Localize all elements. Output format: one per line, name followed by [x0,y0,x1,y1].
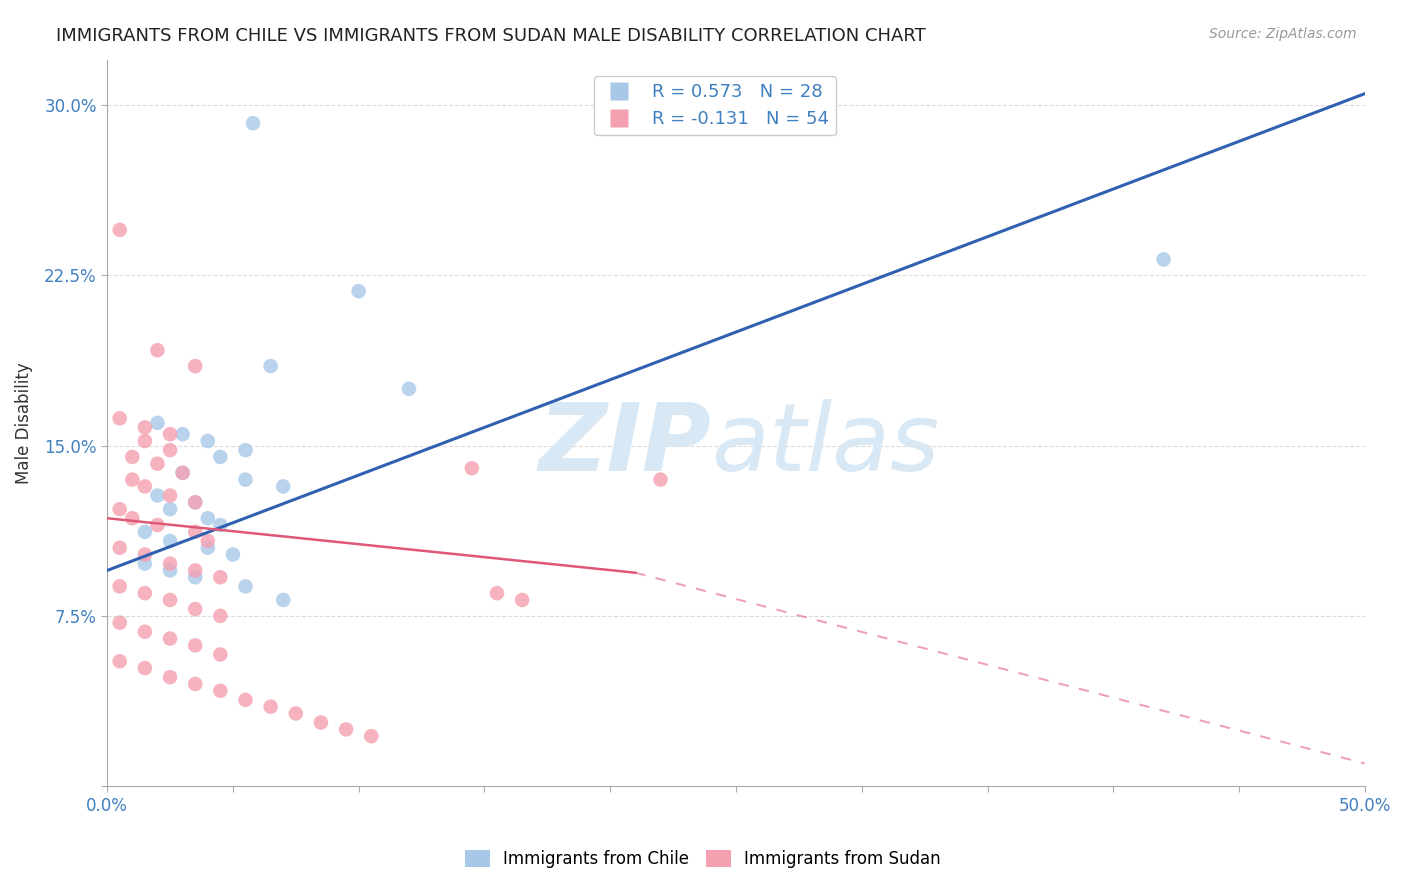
Point [184,524,207,539]
Point [235,473,257,487]
Point [184,570,207,584]
Point [172,466,194,480]
Point [209,570,232,584]
Point [159,502,181,516]
Point [197,511,219,525]
Point [108,654,131,668]
Point [159,427,181,442]
Point [271,593,294,607]
Point [209,450,232,464]
Point [108,579,131,593]
Legend: R = 0.573   N = 28, R = -0.131   N = 54: R = 0.573 N = 28, R = -0.131 N = 54 [595,76,837,136]
Point [209,683,232,698]
Point [184,564,207,578]
Point [108,615,131,630]
Point [209,608,232,623]
Point [146,416,169,430]
Point [184,602,207,616]
Point [134,557,156,571]
Y-axis label: Male Disability: Male Disability [15,362,32,483]
Point [159,533,181,548]
Point [1153,252,1175,267]
Point [121,511,143,525]
Text: Source: ZipAtlas.com: Source: ZipAtlas.com [1209,27,1357,41]
Point [197,533,219,548]
Point [222,548,245,562]
Point [134,434,156,448]
Point [134,586,156,600]
Point [461,461,484,475]
Text: atlas: atlas [711,399,939,491]
Point [134,479,156,493]
Point [197,434,219,448]
Point [172,466,194,480]
Point [172,427,194,442]
Point [486,586,509,600]
Point [184,677,207,691]
Text: IMMIGRANTS FROM CHILE VS IMMIGRANTS FROM SUDAN MALE DISABILITY CORRELATION CHART: IMMIGRANTS FROM CHILE VS IMMIGRANTS FROM… [56,27,927,45]
Point [259,359,281,373]
Point [335,723,357,737]
Point [134,661,156,675]
Point [510,593,533,607]
Point [134,624,156,639]
Point [134,420,156,434]
Point [121,450,143,464]
Point [146,489,169,503]
Point [184,639,207,653]
Point [650,473,672,487]
Point [271,479,294,493]
Point [146,457,169,471]
Point [242,116,264,130]
Point [134,548,156,562]
Point [159,564,181,578]
Point [235,579,257,593]
Point [209,648,232,662]
Point [184,495,207,509]
Point [146,518,169,533]
Point [184,359,207,373]
Point [108,411,131,425]
Point [121,473,143,487]
Point [159,489,181,503]
Point [235,693,257,707]
Point [184,495,207,509]
Legend: Immigrants from Chile, Immigrants from Sudan: Immigrants from Chile, Immigrants from S… [458,843,948,875]
Point [159,670,181,684]
Point [235,443,257,458]
Point [159,557,181,571]
Point [159,632,181,646]
Point [398,382,420,396]
Point [284,706,307,721]
Text: ZIP: ZIP [538,399,711,491]
Point [347,284,370,298]
Point [209,518,232,533]
Point [108,223,131,237]
Point [108,541,131,555]
Point [146,343,169,358]
Point [108,502,131,516]
Point [259,699,281,714]
Point [159,443,181,458]
Point [134,524,156,539]
Point [309,715,332,730]
Point [159,593,181,607]
Point [197,541,219,555]
Point [360,729,382,743]
